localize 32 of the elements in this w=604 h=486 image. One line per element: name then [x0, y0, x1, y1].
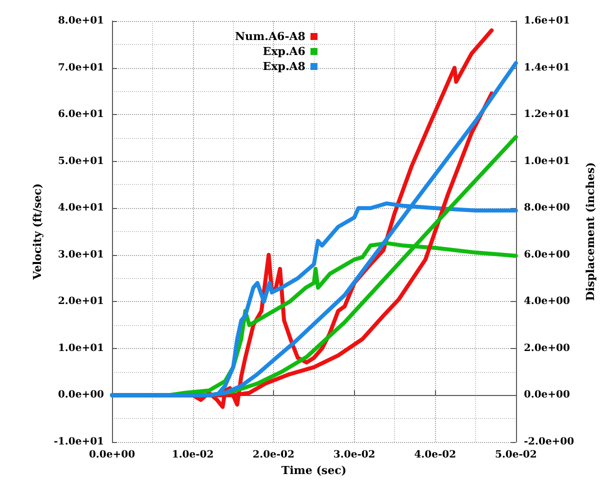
y-tick-label: -1.0e+01	[54, 436, 104, 448]
y2-tick-label: -2.0e+00	[524, 436, 574, 448]
x-tick-label: 5.0e-02	[494, 450, 537, 460]
y-tick-label: 8.0e+01	[58, 16, 104, 26]
y2-axis-title: Displacement (inches)	[584, 162, 597, 301]
y-tick-label: 4.0e+01	[58, 202, 104, 214]
x-axis-title: Time (sec)	[281, 464, 347, 477]
x-tick-label: 4.0e-02	[414, 450, 456, 460]
x-tick-label: 3.0e-02	[333, 450, 376, 460]
y-tick-label: 0.0e+00	[58, 390, 104, 401]
legend-label: Exp.A8	[262, 60, 306, 73]
x-tick-label: 2.0e-02	[252, 450, 295, 460]
y-tick-label: 5.0e+01	[58, 156, 104, 167]
y2-tick-label: 1.6e+01	[524, 16, 570, 26]
x-tick-label: 0.0e+00	[88, 450, 136, 460]
y2-tick-label: 6.0e+00	[524, 249, 570, 260]
y-axis-title: Velocity (ft/sec)	[30, 183, 44, 281]
legend-label: Num.A6-A8	[234, 30, 306, 43]
y2-tick-label: 1.2e+01	[524, 109, 570, 120]
y2-tick-label: 4.0e+00	[524, 296, 570, 308]
y-tick-label: 3.0e+01	[58, 249, 104, 260]
legend-label: Exp.A6	[262, 45, 306, 58]
y2-tick-label: 2.0e+00	[524, 342, 570, 354]
y-tick-label: 7.0e+01	[58, 62, 104, 74]
y2-tick-label: 1.4e+01	[524, 62, 570, 74]
x-tick-label: 1.0e-02	[172, 450, 214, 460]
y-tick-label: 6.0e+01	[58, 109, 104, 120]
y-tick-label: 2.0e+01	[58, 296, 104, 308]
y-tick-label: 1.0e+01	[58, 342, 104, 354]
y2-tick-label: 0.0e+00	[524, 390, 570, 401]
y2-tick-label: 8.0e+00	[524, 202, 570, 214]
y2-tick-label: 1.0e+01	[524, 156, 570, 167]
